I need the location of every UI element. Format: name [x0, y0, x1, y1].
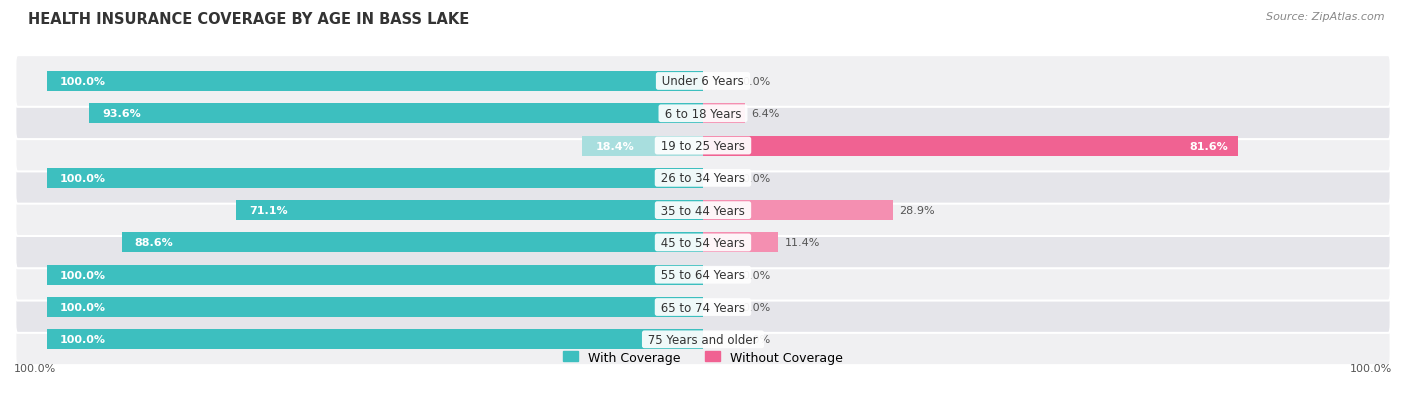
Text: HEALTH INSURANCE COVERAGE BY AGE IN BASS LAKE: HEALTH INSURANCE COVERAGE BY AGE IN BASS… [28, 12, 470, 27]
Text: 88.6%: 88.6% [135, 238, 173, 248]
Text: 19 to 25 Years: 19 to 25 Years [657, 140, 749, 153]
Bar [236, 201, 703, 221]
Text: 100.0%: 100.0% [60, 302, 105, 312]
Legend: With Coverage, Without Coverage: With Coverage, Without Coverage [558, 346, 848, 369]
Bar [703, 233, 778, 253]
Text: 18.4%: 18.4% [595, 141, 634, 151]
Text: 0.0%: 0.0% [742, 335, 770, 344]
FancyBboxPatch shape [15, 88, 1391, 140]
Bar [703, 136, 1239, 156]
Bar [582, 136, 703, 156]
FancyBboxPatch shape [15, 153, 1391, 204]
Bar [703, 201, 893, 221]
Text: Under 6 Years: Under 6 Years [658, 75, 748, 88]
Bar [46, 297, 703, 317]
Text: 28.9%: 28.9% [900, 206, 935, 216]
FancyBboxPatch shape [15, 249, 1391, 301]
Bar [46, 330, 703, 349]
Text: 26 to 34 Years: 26 to 34 Years [657, 172, 749, 185]
FancyBboxPatch shape [15, 121, 1391, 172]
Text: 100.0%: 100.0% [60, 335, 105, 344]
Bar [46, 265, 703, 285]
Bar [122, 233, 703, 253]
Bar [46, 72, 703, 92]
Text: 6 to 18 Years: 6 to 18 Years [661, 107, 745, 121]
Text: 100.0%: 100.0% [60, 173, 105, 183]
Text: 100.0%: 100.0% [60, 270, 105, 280]
Text: 55 to 64 Years: 55 to 64 Years [657, 268, 749, 282]
Bar [703, 104, 745, 124]
Text: 71.1%: 71.1% [250, 206, 288, 216]
FancyBboxPatch shape [15, 217, 1391, 268]
Text: 75 Years and older: 75 Years and older [644, 333, 762, 346]
Text: 93.6%: 93.6% [103, 109, 141, 119]
Text: 0.0%: 0.0% [742, 77, 770, 87]
Bar [46, 169, 703, 188]
FancyBboxPatch shape [15, 282, 1391, 333]
Text: 81.6%: 81.6% [1189, 141, 1229, 151]
Text: 100.0%: 100.0% [1350, 363, 1392, 373]
FancyBboxPatch shape [15, 185, 1391, 236]
Text: 65 to 74 Years: 65 to 74 Years [657, 301, 749, 314]
Text: Source: ZipAtlas.com: Source: ZipAtlas.com [1267, 12, 1385, 22]
Text: 0.0%: 0.0% [742, 270, 770, 280]
Text: 0.0%: 0.0% [742, 173, 770, 183]
Text: 100.0%: 100.0% [60, 77, 105, 87]
Text: 11.4%: 11.4% [785, 238, 820, 248]
Text: 35 to 44 Years: 35 to 44 Years [657, 204, 749, 217]
Bar [89, 104, 703, 124]
Text: 45 to 54 Years: 45 to 54 Years [657, 236, 749, 249]
FancyBboxPatch shape [15, 314, 1391, 365]
Text: 100.0%: 100.0% [14, 363, 56, 373]
FancyBboxPatch shape [15, 56, 1391, 107]
Text: 6.4%: 6.4% [752, 109, 780, 119]
Text: 0.0%: 0.0% [742, 302, 770, 312]
